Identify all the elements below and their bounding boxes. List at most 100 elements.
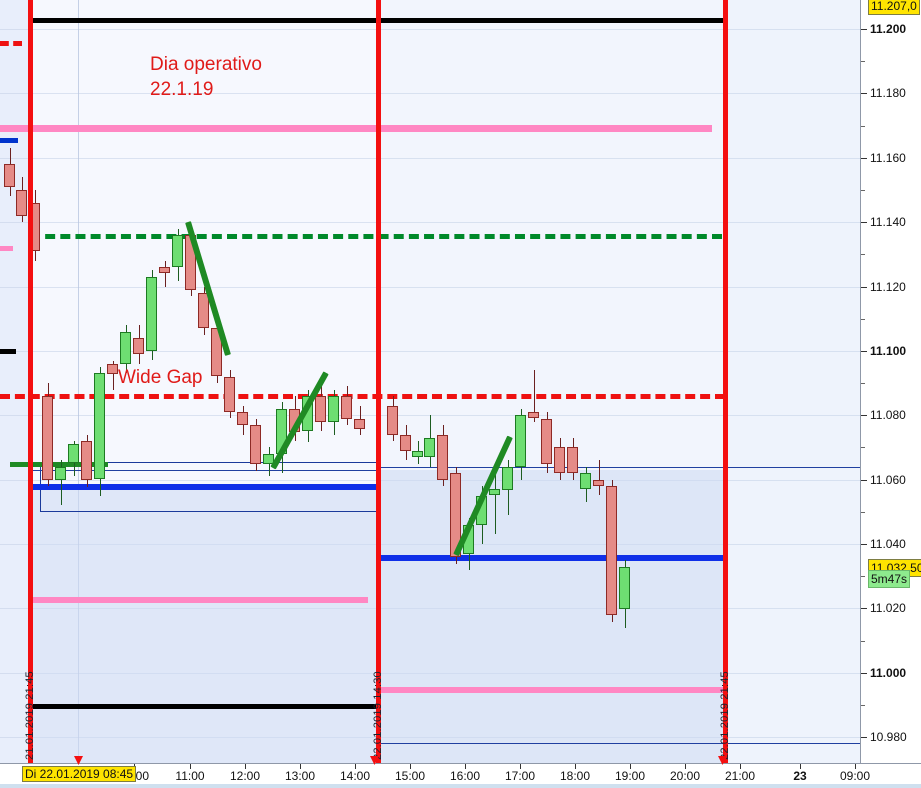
price-level-line-black-stub-left[interactable] bbox=[0, 348, 16, 354]
price-chart-plot[interactable]: 21.01.2019 21:45 22.01.2019 14:30 22.01.20… bbox=[0, 0, 860, 763]
chart-text-annotation[interactable]: Wide Gap bbox=[118, 367, 203, 388]
candle-body bbox=[450, 473, 461, 557]
price-axis-tick bbox=[861, 415, 867, 416]
price-level-line-lower-black-left[interactable] bbox=[30, 703, 378, 709]
price-level-line-upper-pink-level[interactable] bbox=[0, 124, 712, 132]
session-separator-label: 22.01.2019 14:30 bbox=[372, 671, 384, 760]
session-separator-line[interactable] bbox=[28, 0, 33, 763]
time-axis-label: 16:00 bbox=[449, 769, 481, 783]
candle-body bbox=[107, 364, 118, 374]
shaded-value-area bbox=[30, 487, 378, 763]
candle-body bbox=[528, 412, 539, 418]
price-axis-label: 11.140 bbox=[870, 215, 906, 229]
price-axis-minor-tick bbox=[861, 61, 865, 62]
price-level-line-red-dashed-gap-level[interactable] bbox=[0, 393, 725, 399]
price-level-line-lower-pink-left[interactable] bbox=[30, 597, 368, 603]
candle-body bbox=[16, 190, 27, 216]
price-level-line-green-solid-short[interactable] bbox=[10, 461, 108, 467]
session-marker-icon bbox=[718, 756, 727, 765]
price-axis[interactable]: 11.200 11.180 11.160 11.140 11.120 11.100 11.0… bbox=[860, 0, 921, 763]
grid-line-horizontal bbox=[0, 351, 860, 352]
time-axis-tick bbox=[465, 764, 466, 769]
time-axis-tick bbox=[520, 764, 521, 769]
candle-body bbox=[502, 467, 513, 490]
candle-body bbox=[412, 451, 423, 457]
price-axis-minor-tick bbox=[861, 126, 865, 127]
price-axis-minor-tick bbox=[861, 705, 865, 706]
price-level-line-thick-blue-right[interactable] bbox=[378, 555, 725, 561]
price-axis-minor-tick bbox=[861, 512, 865, 513]
price-axis-label: 11.100 bbox=[870, 344, 907, 358]
time-axis-label: 11:00 bbox=[175, 769, 205, 783]
price-axis-tag-countdown[interactable]: 5m47s bbox=[868, 570, 911, 588]
session-separator-line[interactable] bbox=[376, 0, 381, 763]
price-level-line-thin-blue-bottom-right[interactable] bbox=[378, 742, 860, 744]
candle-body bbox=[237, 412, 248, 425]
candle-body bbox=[400, 435, 411, 451]
price-level-line-thin-blue-left[interactable] bbox=[30, 469, 378, 471]
candle-body bbox=[55, 467, 66, 480]
candle-body bbox=[341, 396, 352, 419]
candle-body bbox=[159, 267, 170, 273]
time-axis-label: 21:00 bbox=[724, 769, 756, 783]
price-axis-tick bbox=[861, 287, 867, 288]
candle-body bbox=[42, 396, 53, 480]
time-axis-tick bbox=[410, 764, 411, 769]
time-axis-label: 18:00 bbox=[559, 769, 591, 783]
time-axis-label: 12:00 bbox=[229, 769, 261, 783]
time-axis-tick bbox=[855, 764, 856, 769]
time-axis-tick bbox=[740, 764, 741, 769]
price-axis-minor-tick bbox=[861, 190, 865, 191]
time-axis-label: 20:00 bbox=[669, 769, 701, 783]
candle-body bbox=[94, 373, 105, 479]
price-axis-label: 11.040 bbox=[870, 537, 906, 551]
candle-wick bbox=[599, 460, 600, 495]
price-axis-minor-tick bbox=[861, 641, 865, 642]
candle-wick bbox=[495, 473, 496, 534]
time-axis-tick bbox=[190, 764, 191, 769]
price-axis-label: 11.200 bbox=[870, 22, 907, 36]
candle-body bbox=[515, 415, 526, 467]
price-level-line-pink-stub-left[interactable] bbox=[0, 245, 13, 251]
grid-line-horizontal bbox=[0, 222, 860, 223]
price-axis-tick bbox=[861, 222, 867, 223]
price-axis-label: 11.180 bbox=[870, 86, 906, 100]
price-level-line-red-dashed-stub-left[interactable] bbox=[0, 40, 22, 46]
price-level-line-blue-stub-left[interactable] bbox=[0, 137, 18, 143]
price-axis-label: 11.020 bbox=[870, 601, 906, 615]
time-axis-label: 13:00 bbox=[284, 769, 316, 783]
price-axis-label: 11.080 bbox=[870, 408, 906, 422]
chart-text-annotation[interactable]: Dia operativo 22.1.19 bbox=[150, 54, 262, 100]
candle-body bbox=[619, 567, 630, 609]
time-axis-selected-tag[interactable]: Di 22.01.2019 08:45 bbox=[22, 766, 137, 782]
candle-wick bbox=[534, 370, 535, 422]
price-level-line-thick-blue-left-box[interactable] bbox=[30, 484, 378, 490]
candle-body bbox=[198, 293, 209, 328]
session-band-pre bbox=[0, 0, 30, 763]
candle-wick bbox=[61, 460, 62, 505]
time-axis-tick bbox=[685, 764, 686, 769]
candle-body bbox=[424, 438, 435, 457]
time-axis-label: 14:00 bbox=[339, 769, 371, 783]
candle-body bbox=[133, 338, 144, 354]
price-level-line-lower-pink-right[interactable] bbox=[378, 687, 725, 693]
session-separator-line[interactable] bbox=[723, 0, 728, 763]
price-axis-minor-tick bbox=[861, 447, 865, 448]
price-axis-tag-last-price[interactable]: 11.207,0 bbox=[868, 0, 920, 15]
candle-wick bbox=[113, 361, 114, 390]
candle-body bbox=[580, 473, 591, 489]
time-axis-tick bbox=[300, 764, 301, 769]
candle-body bbox=[489, 489, 500, 495]
price-axis-tick bbox=[861, 29, 867, 30]
time-axis[interactable]: 10:0011:0012:0013:0014:0015:0016:0017:00… bbox=[0, 756, 921, 788]
bottom-scrollbar[interactable] bbox=[0, 784, 921, 788]
time-axis-tick bbox=[355, 764, 356, 769]
candle-body bbox=[120, 332, 131, 364]
candle-body bbox=[437, 435, 448, 480]
session-separator-label: 22.01.2019 21:45 bbox=[719, 671, 731, 760]
price-level-line-thin-blue-right[interactable] bbox=[378, 466, 860, 468]
grid-line-horizontal bbox=[0, 158, 860, 159]
price-axis-label: 11.060 bbox=[870, 473, 906, 487]
time-axis-label: 09:00 bbox=[839, 769, 871, 783]
candle-body bbox=[354, 419, 365, 429]
